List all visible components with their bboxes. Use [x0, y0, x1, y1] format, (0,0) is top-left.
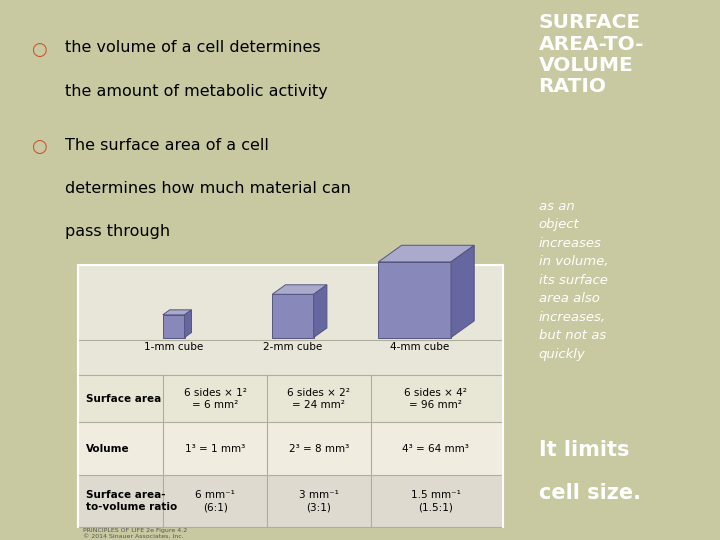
Text: 6 sides × 1²
= 6 mm²: 6 sides × 1² = 6 mm² [184, 388, 246, 410]
Polygon shape [272, 285, 327, 294]
Text: ○: ○ [31, 40, 47, 58]
Polygon shape [451, 245, 474, 338]
Text: 6 mm⁻¹
(6:1): 6 mm⁻¹ (6:1) [195, 490, 235, 512]
Bar [78, 475, 503, 526]
Text: Surface area: Surface area [86, 394, 161, 404]
Polygon shape [379, 262, 451, 338]
Text: 4³ = 64 mm³: 4³ = 64 mm³ [402, 444, 469, 454]
Text: the volume of a cell determines: the volume of a cell determines [65, 40, 320, 56]
Polygon shape [272, 294, 314, 338]
Text: 1³ = 1 mm³: 1³ = 1 mm³ [185, 444, 246, 454]
Bar [78, 375, 503, 422]
Text: Surface area-
to-volume ratio: Surface area- to-volume ratio [86, 490, 177, 512]
Polygon shape [379, 245, 474, 262]
Bar [78, 265, 503, 526]
Text: 2³ = 8 mm³: 2³ = 8 mm³ [289, 444, 349, 454]
Text: SURFACE
AREA-TO-
VOLUME
RATIO: SURFACE AREA-TO- VOLUME RATIO [539, 14, 644, 96]
Text: cell size.: cell size. [539, 483, 641, 503]
Text: ○: ○ [31, 138, 47, 156]
Text: 2-mm cube: 2-mm cube [264, 342, 323, 352]
Text: 6 sides × 4²
= 96 mm²: 6 sides × 4² = 96 mm² [404, 388, 467, 410]
Text: The surface area of a cell: The surface area of a cell [65, 138, 269, 153]
Text: 6 sides × 2²
= 24 mm²: 6 sides × 2² = 24 mm² [287, 388, 350, 410]
Text: 4-mm cube: 4-mm cube [390, 342, 449, 352]
Text: 1.5 mm⁻¹
(1.5:1): 1.5 mm⁻¹ (1.5:1) [410, 490, 460, 512]
Polygon shape [184, 310, 192, 338]
Polygon shape [163, 315, 184, 338]
Polygon shape [163, 310, 192, 315]
Text: as an
object
increases
in volume,
its surface
area also
increases,
but not as
qu: as an object increases in volume, its su… [539, 200, 608, 361]
Polygon shape [314, 285, 327, 338]
Text: 1-mm cube: 1-mm cube [144, 342, 203, 352]
Text: It limits: It limits [539, 440, 629, 460]
Text: the amount of metabolic activity: the amount of metabolic activity [65, 84, 328, 99]
Text: pass through: pass through [65, 224, 170, 239]
Text: 3 mm⁻¹
(3:1): 3 mm⁻¹ (3:1) [299, 490, 338, 512]
Bar [78, 422, 503, 475]
Text: determines how much material can: determines how much material can [65, 181, 351, 196]
Text: PRINCIPLES OF LIFE 2e Figure 4.2
© 2014 Sinauer Associates, Inc.: PRINCIPLES OF LIFE 2e Figure 4.2 © 2014 … [83, 528, 187, 539]
Text: Volume: Volume [86, 444, 129, 454]
